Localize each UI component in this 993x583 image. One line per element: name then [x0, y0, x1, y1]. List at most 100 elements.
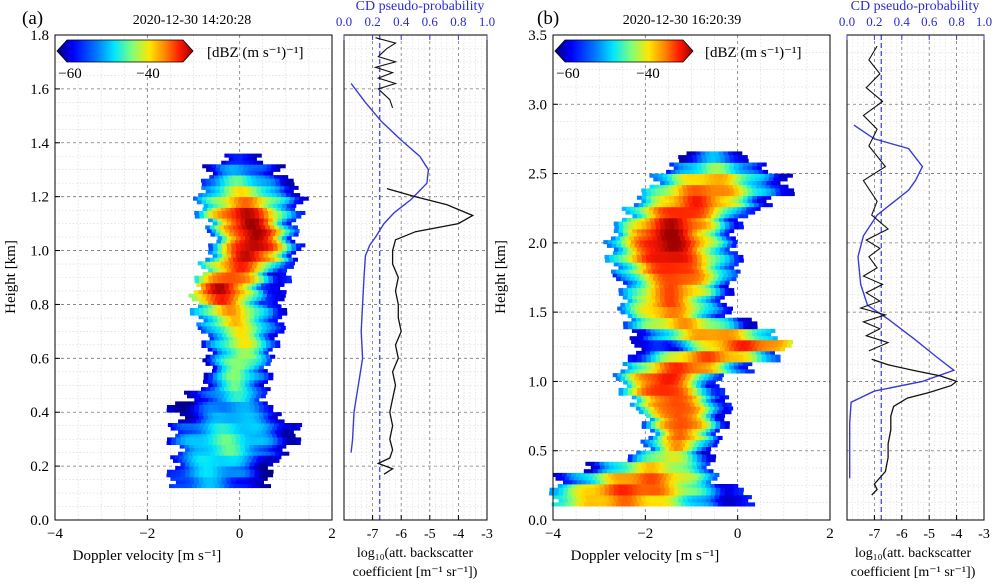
spectrum-cell [639, 210, 645, 215]
spectrum-cell [260, 175, 266, 180]
spectrum-cell [673, 458, 679, 463]
spectrum-cell [632, 229, 638, 234]
spectrum-cell [253, 293, 259, 298]
spectrum-cell [643, 277, 649, 282]
spectrum-cell [623, 280, 629, 285]
spectrum-cell [692, 347, 698, 352]
spectrum-cell [197, 261, 203, 266]
spectrum-cell [703, 410, 709, 415]
spectrum-cell [282, 218, 287, 223]
spectrum-cell [217, 405, 223, 409]
spectrum-cell [747, 332, 753, 337]
spectrum-cell [284, 178, 290, 183]
spectrum-cell [677, 472, 683, 477]
spectrum-cell [669, 314, 675, 319]
spectrum-cell [245, 203, 251, 208]
profile-top-tick-label: 0.6 [422, 14, 439, 29]
spectrum-cell [276, 304, 282, 309]
spectrum-cell [239, 433, 245, 438]
spectrum-cell [222, 308, 228, 312]
spectrum-cell [750, 210, 756, 215]
spectrum-cell [274, 322, 280, 327]
spectrum-cell [709, 472, 715, 477]
spectrum-cell [269, 257, 275, 262]
spectrum-cell [721, 269, 727, 274]
spectrum-cell [270, 167, 276, 172]
spectrum-cell [277, 211, 283, 215]
spectrum-cell [701, 162, 707, 167]
spectrum-cell [667, 502, 672, 507]
spectrum-cell [646, 232, 652, 237]
spectrum-cell [265, 297, 271, 302]
spectrum-cell [744, 169, 750, 174]
spectrum-cell [706, 299, 712, 304]
spectrum-cell [193, 196, 198, 201]
spectrum-cell [654, 350, 660, 355]
spectrum-cell [649, 206, 655, 211]
spectrum-cell [233, 232, 239, 237]
spectrum-cell [220, 229, 226, 233]
spectrum-cell [599, 491, 605, 496]
spectrum-cell [195, 423, 201, 427]
spectrum-cell [689, 336, 695, 341]
spectrum-cell [689, 343, 695, 348]
spectrum-cell [212, 433, 218, 438]
spectrum-cell [712, 376, 718, 381]
spectrum-cell [273, 437, 279, 442]
spectrum-cell [228, 297, 234, 302]
spectrum-cell [201, 182, 207, 187]
spectrum-cell [664, 214, 670, 219]
spectrum-cell [581, 480, 587, 485]
spectrum-cell [594, 495, 600, 500]
spectrum-cell [654, 317, 660, 322]
spectrum-cell [286, 221, 292, 226]
spectrum-cell [640, 495, 646, 500]
spectrum-cell [202, 164, 208, 169]
spectrum-cell [199, 480, 204, 485]
spectrum-cell [760, 184, 766, 189]
spectrum-cell [668, 362, 674, 367]
spectrum-cell [772, 343, 778, 348]
spectrum-cell [216, 466, 222, 471]
spectrum-cell [714, 472, 720, 477]
spectrum-cell [217, 408, 223, 413]
spectrum-cell [654, 184, 660, 189]
spectrum-cell [194, 408, 200, 413]
spectrum-cell [215, 344, 221, 348]
spectrum-cell [290, 229, 295, 233]
spectrum-cell [200, 458, 206, 463]
spectrum-cell [282, 203, 288, 208]
spectrum-cell [681, 173, 687, 178]
spectrum-cell [742, 328, 748, 333]
spectrum-cell [652, 269, 658, 274]
spectrum-cell [193, 412, 199, 417]
spectrum-cell [263, 315, 269, 320]
spectrum-cell [715, 354, 721, 359]
spectrum-cell [217, 372, 223, 377]
spectrum-cell [217, 247, 223, 251]
spectrum-cell [775, 358, 781, 363]
spectrum-cell [263, 308, 269, 312]
spectrum-cell [657, 277, 663, 282]
spectrum-cell [166, 473, 172, 478]
spectrum-cell [641, 314, 647, 319]
spectrum-cell [663, 461, 669, 466]
spectrum-cell [226, 347, 232, 352]
spectrum-cell [664, 358, 670, 363]
spectrum-cell [244, 401, 250, 406]
spectrum-cell [234, 293, 240, 298]
spectrum-cell [587, 476, 593, 481]
spectrum-cell [217, 311, 223, 316]
spectrum-cell [248, 455, 254, 460]
spectrum-cell [682, 184, 687, 189]
spectrum-cell [634, 502, 640, 507]
spectrum-cell [655, 199, 661, 204]
spectrum-cell [611, 469, 617, 474]
spectrum-cell [248, 229, 254, 233]
spectrum-cell [199, 311, 205, 316]
spectrum-cell [747, 199, 753, 204]
spectrum-cell [687, 365, 693, 370]
spectrum-cell [631, 328, 637, 333]
spectrum-cell [270, 297, 276, 302]
spectrum-cell [179, 401, 185, 406]
